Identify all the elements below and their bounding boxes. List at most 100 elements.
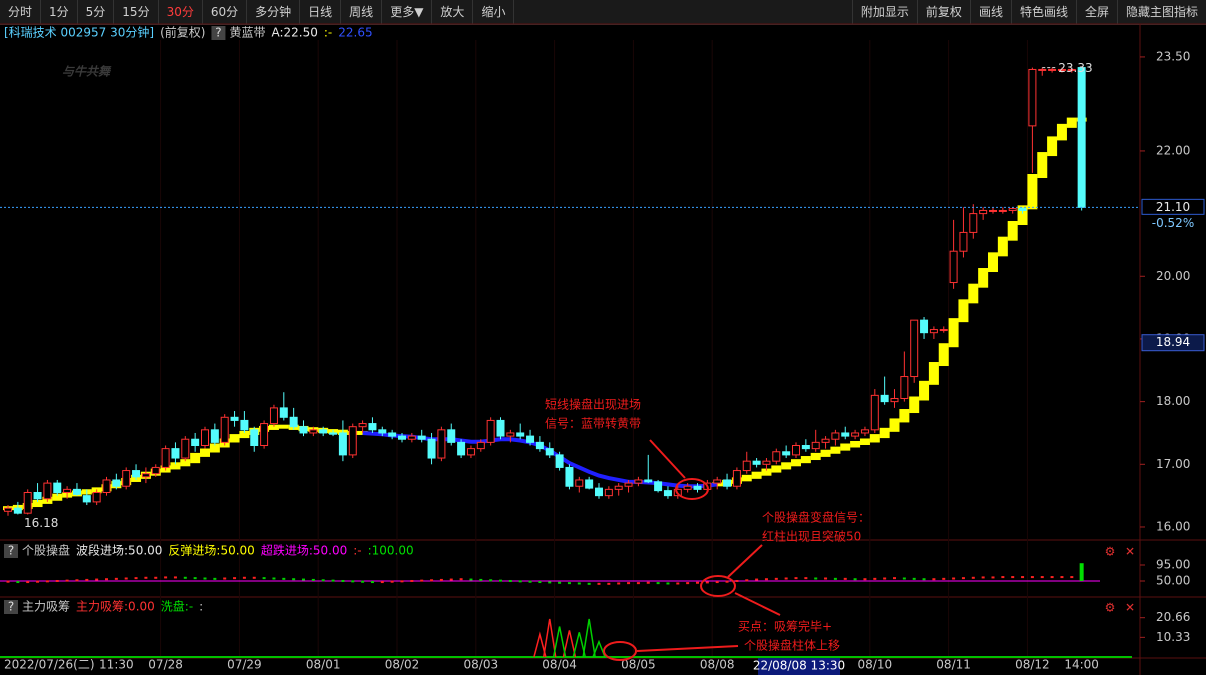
toolbar-button[interactable]: 30分 bbox=[159, 0, 203, 24]
settings-icon[interactable]: ⚙ bbox=[1105, 545, 1116, 559]
toolbar-button[interactable]: 周线 bbox=[341, 0, 383, 24]
candle-body bbox=[161, 448, 170, 468]
candle-body bbox=[841, 432, 850, 437]
indicator-dot bbox=[469, 578, 473, 581]
toolbar-button[interactable]: 附加显示 bbox=[851, 0, 917, 24]
x-tick-label: 08/02 bbox=[385, 658, 420, 672]
candle-body bbox=[782, 451, 791, 456]
legend-item: 主力吸筹 bbox=[22, 600, 70, 614]
candle-body bbox=[496, 419, 505, 437]
candle-body bbox=[240, 419, 249, 431]
toolbar-button[interactable]: 更多▼ bbox=[382, 0, 433, 24]
band-block bbox=[840, 443, 851, 451]
candle-body bbox=[191, 438, 200, 446]
indicator-dot bbox=[528, 580, 532, 583]
settings-icon[interactable]: ⚙ bbox=[1105, 601, 1116, 615]
indicator-dot bbox=[233, 577, 237, 580]
indicator-dot bbox=[814, 577, 818, 580]
candle-body bbox=[545, 448, 554, 456]
toolbar-button[interactable]: 特色画线 bbox=[1010, 0, 1076, 24]
toolbar-button[interactable]: 5分 bbox=[78, 0, 115, 24]
candle-body bbox=[870, 394, 879, 431]
band-block bbox=[1017, 205, 1028, 226]
toolbar-button[interactable]: 放大 bbox=[432, 0, 474, 24]
indicator-dot bbox=[164, 576, 168, 579]
indicator-dot bbox=[499, 579, 502, 582]
indicator-dot bbox=[676, 582, 680, 585]
indicator-dot bbox=[558, 581, 562, 584]
toolbar-button[interactable]: 15分 bbox=[114, 0, 159, 24]
band-block bbox=[869, 434, 880, 443]
toolbar-button[interactable]: 日线 bbox=[300, 0, 342, 24]
candle-body bbox=[663, 490, 672, 497]
toolbar-button[interactable]: 60分 bbox=[203, 0, 248, 24]
indicator-dot bbox=[351, 580, 355, 583]
toolbar-button[interactable]: 分时 bbox=[0, 0, 42, 24]
candle-body bbox=[486, 419, 495, 443]
annotation: 买点：吸筹完毕+ bbox=[738, 619, 832, 634]
y-tick-label: 17.00 bbox=[1156, 457, 1190, 471]
band-block bbox=[1047, 136, 1058, 157]
band-block bbox=[968, 283, 979, 304]
indicator-dot bbox=[302, 578, 305, 581]
annotation: 个股操盘柱体上移 bbox=[744, 638, 840, 653]
y-tick-label: 20.00 bbox=[1156, 269, 1190, 283]
legend-item: :100.00 bbox=[368, 544, 414, 558]
spike bbox=[572, 632, 587, 658]
toolbar-button[interactable]: 1分 bbox=[41, 0, 78, 24]
indicator-dot bbox=[902, 577, 906, 580]
indicator-dot bbox=[705, 581, 709, 584]
indicator-dot bbox=[981, 576, 985, 579]
indicator-dot bbox=[311, 578, 315, 581]
candle-body bbox=[998, 209, 1007, 212]
candle-body bbox=[595, 487, 603, 497]
indicator-dot bbox=[370, 581, 374, 584]
candle-body bbox=[1038, 68, 1047, 71]
close-icon[interactable]: ✕ bbox=[1125, 601, 1135, 615]
indicator-dot bbox=[1021, 576, 1025, 579]
band-block bbox=[239, 430, 250, 439]
toolbar-button[interactable]: 全屏 bbox=[1075, 0, 1117, 24]
cursor-price: 18.94 bbox=[1156, 335, 1190, 349]
candle-body bbox=[230, 416, 239, 421]
indicator-dot bbox=[922, 578, 926, 581]
indicator-dot bbox=[26, 581, 30, 584]
toolbar-button[interactable]: 画线 bbox=[969, 0, 1011, 24]
indicator-dot bbox=[1001, 576, 1005, 579]
cursor-time-box bbox=[758, 658, 840, 675]
help-icon: ? bbox=[8, 544, 14, 558]
indicator-dot bbox=[646, 581, 650, 584]
toolbar-button[interactable]: 多分钟 bbox=[247, 0, 301, 24]
close-icon[interactable]: ✕ bbox=[1125, 545, 1135, 559]
indicator-dot bbox=[124, 577, 128, 580]
y-tick-label: 18.00 bbox=[1156, 394, 1190, 408]
candle-body bbox=[634, 479, 643, 484]
annotation-shape bbox=[727, 544, 763, 578]
indicator-dot bbox=[114, 577, 118, 580]
candle-body bbox=[752, 460, 761, 465]
watermark: 与牛共舞 bbox=[62, 65, 112, 79]
toolbar-button[interactable]: 前复权 bbox=[916, 0, 970, 24]
candle-body bbox=[506, 432, 515, 437]
legend-item: :- bbox=[324, 26, 332, 40]
candle-body bbox=[732, 470, 741, 487]
indicator-dot bbox=[627, 582, 631, 585]
toolbar-button[interactable]: 缩小 bbox=[473, 0, 515, 24]
x-tick-label: 08/10 bbox=[858, 658, 893, 672]
indicator-dot bbox=[942, 577, 946, 580]
indicator-dot bbox=[105, 578, 108, 581]
indicator-dot bbox=[607, 582, 611, 585]
toolbar-button[interactable]: 隐藏主图指标 bbox=[1116, 0, 1206, 24]
legend-item: 个股操盘 bbox=[22, 543, 70, 558]
candle-body bbox=[457, 441, 466, 456]
candle-body bbox=[348, 426, 357, 456]
max-label: 23.33 bbox=[1058, 61, 1092, 75]
candle-body bbox=[811, 441, 820, 450]
candle-body bbox=[555, 454, 564, 468]
legend-item: A:22.50 bbox=[271, 26, 317, 40]
legend-item: : bbox=[199, 600, 203, 614]
candle-body bbox=[279, 407, 288, 418]
candle-body bbox=[378, 429, 387, 434]
indicator-dot bbox=[489, 579, 493, 582]
indicator-dot bbox=[203, 577, 207, 580]
